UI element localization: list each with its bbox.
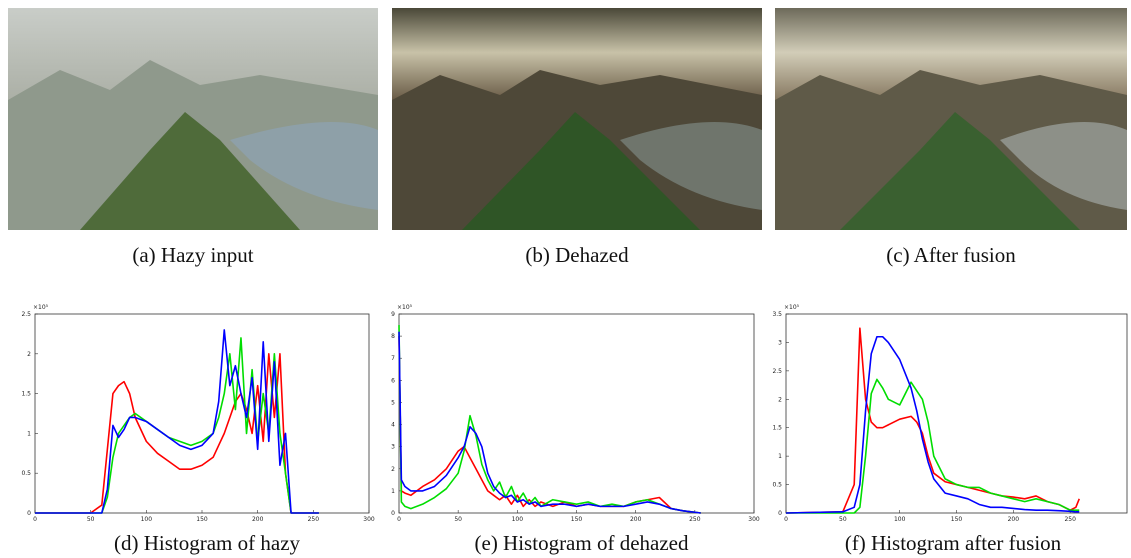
figure: (a) Hazy input (b) Dehazed (c) After fus… bbox=[0, 0, 1131, 558]
histogram-line bbox=[399, 336, 701, 513]
caption: (a) Hazy input bbox=[132, 243, 253, 267]
y-tick-label: 2.5 bbox=[772, 368, 782, 375]
chart-caption: (f) Histogram after fusion bbox=[845, 531, 1062, 555]
y-tick-label: 9 bbox=[391, 311, 395, 318]
y-tick-label: 4 bbox=[391, 422, 395, 429]
caption: (b) Dehazed bbox=[525, 243, 629, 267]
plot-frame bbox=[786, 314, 1127, 513]
y-tick-label: 0.5 bbox=[21, 470, 31, 477]
y-tick-label: 1.5 bbox=[772, 425, 782, 432]
y-tick-label: 1 bbox=[27, 430, 31, 437]
caption: (c) After fusion bbox=[886, 243, 1016, 267]
y-tick-label: 2 bbox=[778, 396, 782, 403]
chart-caption: (d) Histogram of hazy bbox=[114, 531, 301, 555]
y-tick-label: 0 bbox=[778, 510, 782, 517]
histogram-line bbox=[399, 325, 701, 513]
x-tick-label: 300 bbox=[363, 516, 375, 523]
x-tick-label: 100 bbox=[141, 516, 153, 523]
chart-caption: (e) Histogram of dehazed bbox=[475, 531, 689, 555]
y-tick-label: 3 bbox=[391, 444, 395, 451]
x-tick-label: 0 bbox=[784, 516, 788, 523]
photo-a bbox=[8, 8, 378, 230]
axis-multiplier: ×10⁵ bbox=[33, 304, 49, 311]
x-tick-label: 50 bbox=[839, 516, 847, 523]
y-tick-label: 0 bbox=[27, 510, 31, 517]
histogram-line bbox=[399, 332, 701, 513]
y-tick-label: 8 bbox=[391, 333, 395, 340]
y-tick-label: 1 bbox=[778, 453, 782, 460]
histogram-line bbox=[786, 379, 1079, 513]
histogram-line bbox=[786, 337, 1079, 513]
x-tick-label: 100 bbox=[512, 516, 524, 523]
x-tick-label: 150 bbox=[196, 516, 208, 523]
x-tick-label: 0 bbox=[33, 516, 37, 523]
axis-multiplier: ×10⁵ bbox=[397, 304, 413, 311]
photo-b bbox=[392, 8, 762, 230]
y-tick-label: 2.5 bbox=[21, 311, 31, 318]
y-tick-label: 1 bbox=[391, 488, 395, 495]
y-tick-label: 0.5 bbox=[772, 482, 782, 489]
histogram-line bbox=[786, 328, 1079, 513]
plot-frame bbox=[35, 314, 369, 513]
y-tick-label: 6 bbox=[391, 377, 395, 384]
x-tick-label: 200 bbox=[630, 516, 642, 523]
x-tick-label: 50 bbox=[87, 516, 95, 523]
axis-multiplier: ×10⁵ bbox=[784, 304, 800, 311]
y-tick-label: 7 bbox=[391, 355, 395, 362]
x-tick-label: 200 bbox=[1008, 516, 1020, 523]
x-tick-label: 150 bbox=[571, 516, 583, 523]
histogram-line bbox=[35, 330, 319, 513]
y-tick-label: 3 bbox=[778, 339, 782, 346]
x-tick-label: 300 bbox=[748, 516, 760, 523]
y-tick-label: 3.5 bbox=[772, 311, 782, 318]
histogram-line bbox=[35, 338, 319, 513]
y-tick-label: 5 bbox=[391, 399, 395, 406]
x-tick-label: 50 bbox=[454, 516, 462, 523]
plot-frame bbox=[399, 314, 754, 513]
x-tick-label: 200 bbox=[252, 516, 264, 523]
x-tick-label: 250 bbox=[308, 516, 320, 523]
x-tick-label: 150 bbox=[951, 516, 963, 523]
x-tick-label: 250 bbox=[689, 516, 701, 523]
y-tick-label: 2 bbox=[391, 466, 395, 473]
y-tick-label: 1.5 bbox=[21, 391, 31, 398]
photo-c bbox=[775, 8, 1127, 230]
y-tick-label: 2 bbox=[27, 351, 31, 358]
x-tick-label: 100 bbox=[894, 516, 906, 523]
y-tick-label: 0 bbox=[391, 510, 395, 517]
x-tick-label: 0 bbox=[397, 516, 401, 523]
x-tick-label: 250 bbox=[1064, 516, 1076, 523]
